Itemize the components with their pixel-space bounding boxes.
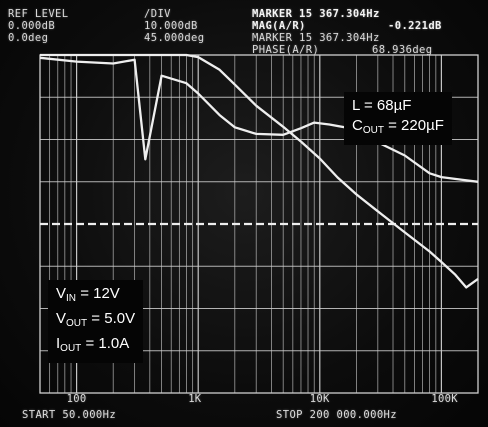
plot-traces (40, 55, 478, 287)
output-voltage-value: VOUT = 5.0V (56, 309, 135, 334)
inductor-value: L = 68µF (352, 96, 444, 116)
operating-conditions-note: VIN = 12V VOUT = 5.0V IOUT = 1.0A (48, 280, 143, 363)
gain-trace (40, 55, 478, 287)
x-tick-label-100k: 100K (431, 393, 458, 405)
input-voltage-value: VIN = 12V (56, 284, 135, 309)
x-tick-label-10k: 10K (310, 393, 330, 405)
component-values-note: L = 68µF COUT = 220µF (344, 92, 452, 145)
stop-frequency: STOP 200 000.000Hz (276, 409, 397, 421)
output-capacitor-value: COUT = 220µF (352, 116, 444, 141)
x-tick-label-100: 100 (67, 393, 87, 405)
output-current-value: IOUT = 1.0A (56, 334, 135, 359)
start-frequency: START 50.000Hz (22, 409, 116, 421)
x-tick-label-1k: 1K (188, 393, 201, 405)
